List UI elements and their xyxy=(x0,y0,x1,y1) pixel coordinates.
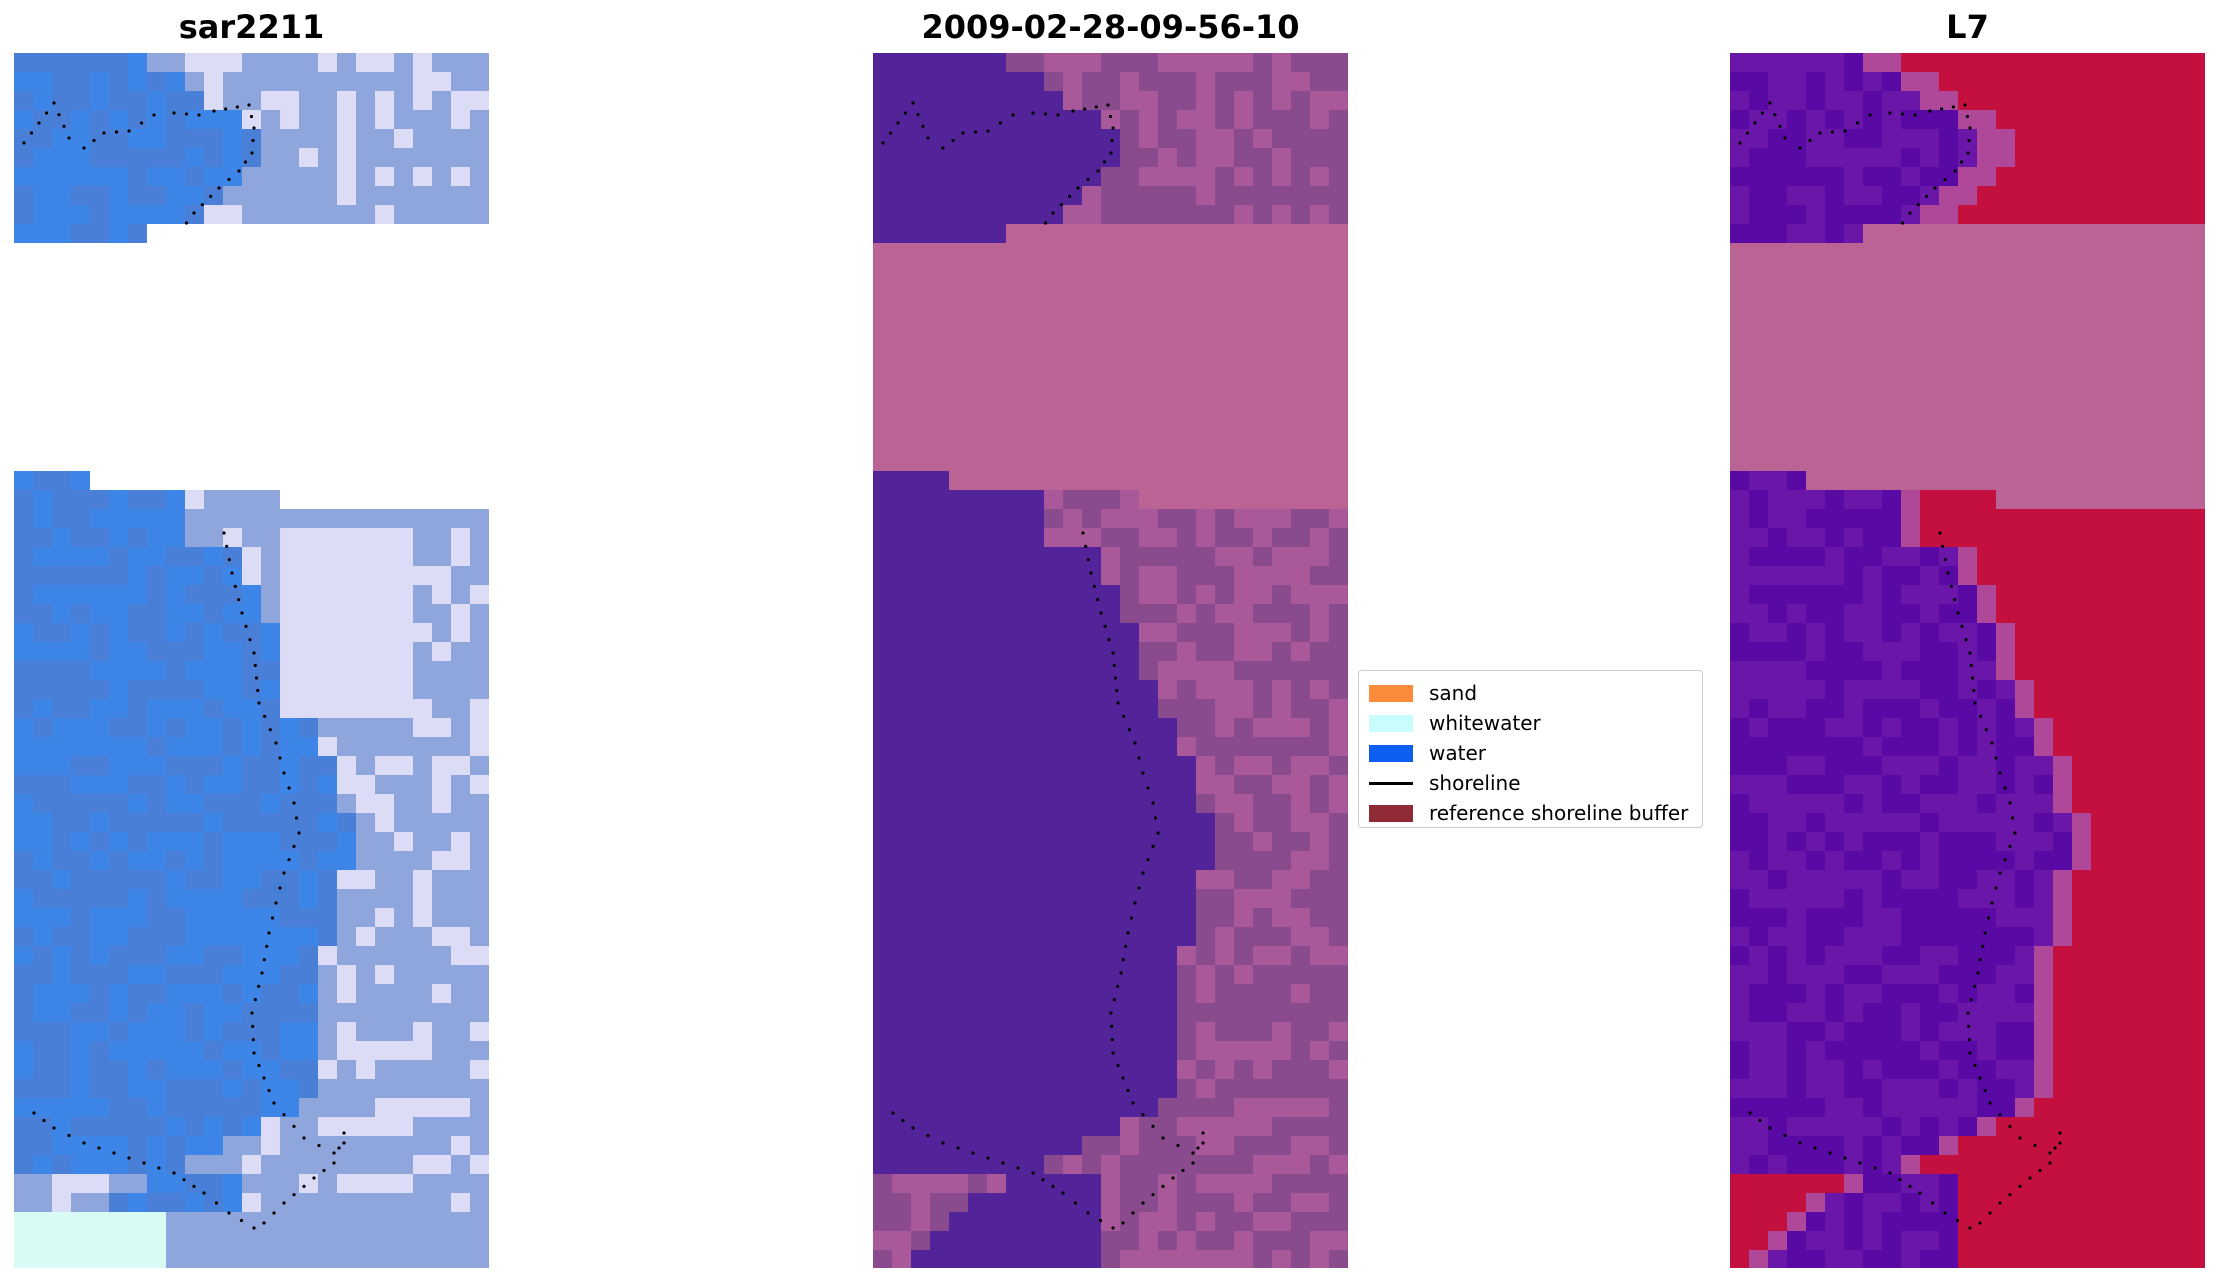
legend-swatch-water xyxy=(1369,744,1413,762)
panel-title-3: L7 xyxy=(1946,8,1989,46)
legend-swatch-whitewater xyxy=(1369,714,1413,732)
legend-item-sand: sand xyxy=(1369,678,1692,708)
shoreline-dots xyxy=(22,101,346,1230)
legend-label-shoreline: shoreline xyxy=(1429,771,1521,795)
legend-label-sand: sand xyxy=(1429,681,1478,705)
legend-label-whitewater: whitewater xyxy=(1429,711,1541,735)
legend-swatch-shoreline xyxy=(1369,781,1413,785)
classified-image xyxy=(873,53,1348,1268)
legend-swatch-sand xyxy=(1369,684,1413,702)
shoreline-dots xyxy=(1738,101,2062,1230)
legend-item-whitewater: whitewater xyxy=(1369,708,1692,738)
classified-image-panel xyxy=(873,53,1348,1268)
legend-swatch-reference-buffer xyxy=(1369,804,1413,822)
panel-title-2: 2009-02-28-09-56-10 xyxy=(921,8,1300,46)
legend: sand whitewater water shoreline referenc… xyxy=(1358,670,1703,828)
index-image-panel xyxy=(1730,53,2205,1268)
index-image xyxy=(1730,53,2205,1268)
legend-label-water: water xyxy=(1429,741,1486,765)
shoreline-dots xyxy=(881,101,1205,1230)
rgb-image-panel xyxy=(14,53,489,1268)
legend-item-water: water xyxy=(1369,738,1692,768)
rgb-image xyxy=(14,53,489,1268)
panel-title-1: sar2211 xyxy=(178,8,325,46)
legend-label-reference-buffer: reference shoreline buffer xyxy=(1429,801,1689,825)
legend-item-shoreline: shoreline xyxy=(1369,768,1692,798)
legend-item-reference-buffer: reference shoreline buffer xyxy=(1369,798,1692,828)
